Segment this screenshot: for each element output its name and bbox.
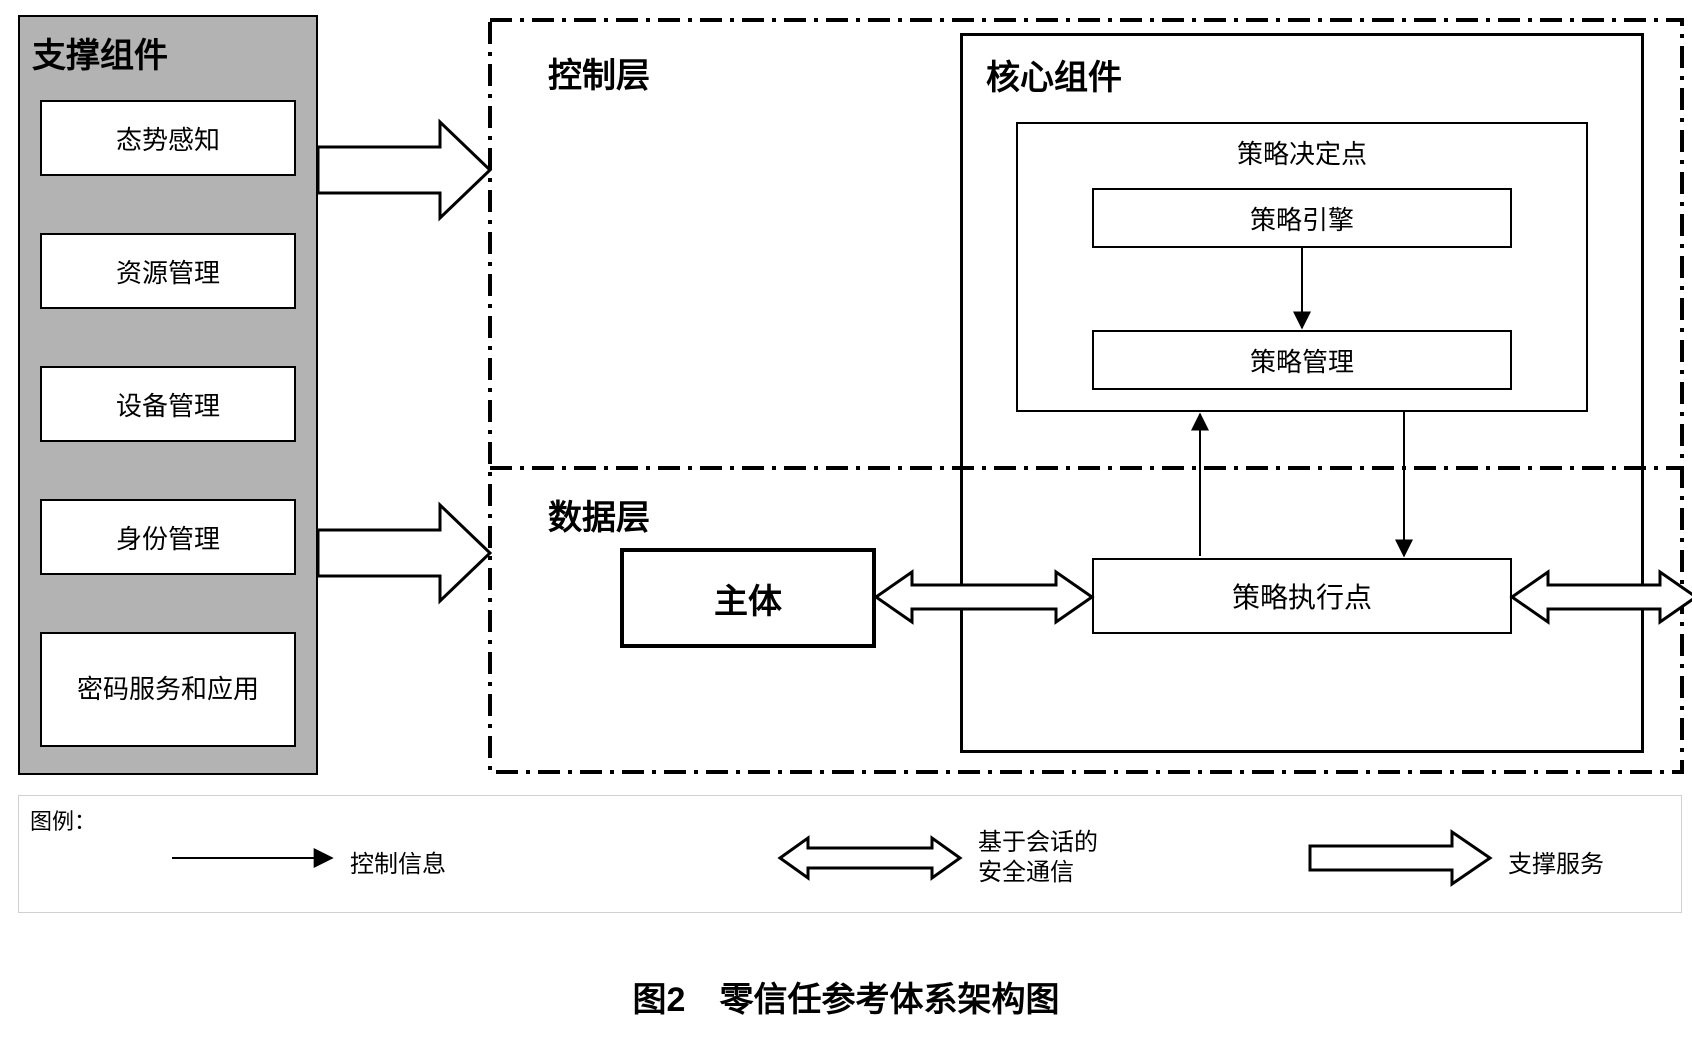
policy-mgmt-box: 策略管理 — [1092, 330, 1512, 390]
legend-label-1: 基于会话的 安全通信 — [978, 828, 1098, 888]
support-item-4: 密码服务和应用 — [40, 632, 296, 747]
support-item-0-label: 态势感知 — [116, 120, 220, 157]
support-item-2: 设备管理 — [40, 366, 296, 442]
support-item-2-label: 设备管理 — [116, 386, 220, 423]
legend-label-2: 支撑服务 — [1508, 844, 1604, 879]
subject-box: 主体 — [620, 548, 876, 648]
legend-title: 图例： — [30, 804, 96, 836]
support-item-1-label: 资源管理 — [116, 253, 220, 290]
pdp-box-title: 策略决定点 — [1016, 134, 1588, 171]
legend-label-1-line1: 安全通信 — [978, 858, 1098, 888]
legend-label-0: 控制信息 — [350, 844, 446, 879]
arrow-support-top — [318, 122, 490, 218]
data-layer-label: 数据层 — [548, 490, 650, 539]
legend-box — [18, 795, 1682, 913]
support-item-3-label: 身份管理 — [116, 519, 220, 556]
support-item-4-label: 密码服务和应用 — [77, 673, 259, 707]
support-item-1: 资源管理 — [40, 233, 296, 309]
legend-label-1-line0: 基于会话的 — [978, 828, 1098, 858]
support-panel-title: 支撑组件 — [32, 28, 168, 77]
policy-engine-label: 策略引擎 — [1250, 200, 1354, 237]
control-layer-label: 控制层 — [548, 48, 650, 97]
core-box-title: 核心组件 — [986, 50, 1122, 99]
pep-box: 策略执行点 — [1092, 558, 1512, 634]
support-item-0: 态势感知 — [40, 100, 296, 176]
figure-caption: 图2 零信任参考体系架构图 — [0, 972, 1692, 1021]
policy-mgmt-label: 策略管理 — [1250, 342, 1354, 379]
subject-label: 主体 — [714, 574, 782, 623]
pep-label: 策略执行点 — [1232, 576, 1372, 616]
policy-engine-box: 策略引擎 — [1092, 188, 1512, 248]
arrow-support-bottom — [318, 505, 490, 601]
support-item-3: 身份管理 — [40, 499, 296, 575]
